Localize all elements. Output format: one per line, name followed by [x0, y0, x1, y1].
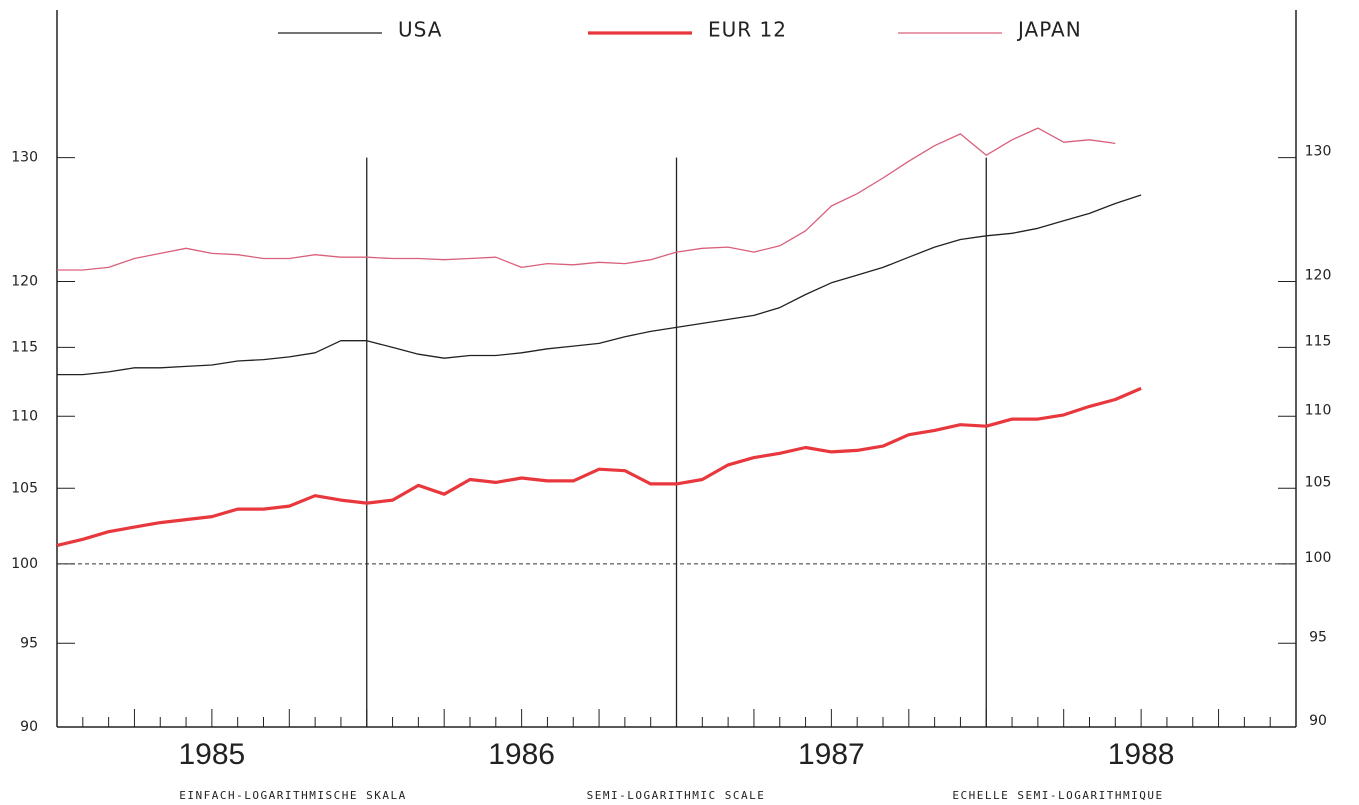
- x-tick-label: 1988: [1108, 738, 1175, 771]
- legend-label: USA: [398, 18, 442, 42]
- series-line: [56, 386, 1142, 547]
- y-tick-label-right: 100: [1305, 550, 1332, 566]
- x-tick-label: 1986: [488, 738, 555, 771]
- y-tick-label: 105: [11, 480, 38, 496]
- y-tick-label-right: 110: [1305, 402, 1332, 418]
- y-tick-label-right: 120: [1305, 268, 1332, 284]
- legend-label: JAPAN: [1016, 18, 1082, 42]
- y-tick-label: 120: [11, 274, 38, 290]
- series-line: [57, 194, 1142, 376]
- footer-text: ECHELLE SEMI-LOGARITHMIQUE: [952, 789, 1163, 802]
- x-tick-label: 1985: [179, 738, 246, 771]
- y-tick-label: 95: [20, 635, 38, 651]
- y-tick-label-right: 95: [1309, 629, 1327, 645]
- x-tick-label: 1987: [798, 738, 865, 771]
- y-tick-label-right: 130: [1305, 144, 1332, 160]
- y-tick-label: 115: [11, 339, 38, 355]
- y-tick-label: 100: [11, 556, 38, 572]
- series-line: [57, 127, 1116, 271]
- footer-text: EINFACH-LOGARITHMISCHE SKALA: [179, 789, 406, 802]
- y-tick-label-right: 115: [1305, 333, 1332, 349]
- legend-label: EUR 12: [708, 18, 787, 42]
- y-tick-label: 90: [20, 719, 38, 735]
- y-tick-label-right: 90: [1309, 713, 1327, 729]
- y-tick-label-right: 105: [1305, 474, 1332, 490]
- y-tick-label: 110: [11, 408, 38, 424]
- footer-text: SEMI-LOGARITHMIC SCALE: [587, 789, 766, 802]
- y-tick-label: 130: [11, 150, 38, 166]
